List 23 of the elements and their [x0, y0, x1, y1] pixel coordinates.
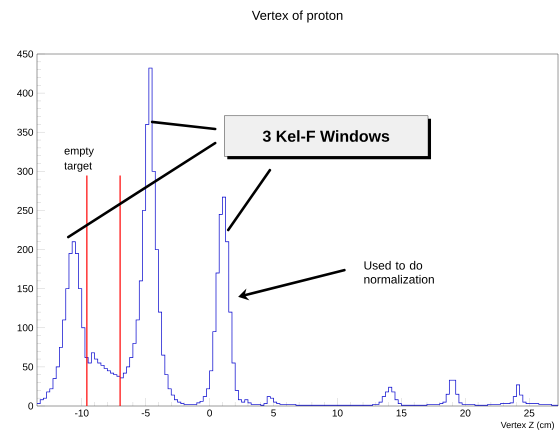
chart-title: Vertex of proton [252, 10, 342, 23]
x-tick-label: 0 [207, 410, 212, 417]
x-tick-label: -10 [74, 410, 89, 417]
annotation: Used to do normalization [364, 260, 434, 284]
y-tick-label: 0 [28, 402, 34, 410]
y-tick-label: 200 [17, 246, 34, 254]
y-tick-label: 300 [17, 168, 34, 175]
x-axis-title: Vertex Z (cm) [500, 422, 554, 430]
x-tick-label: -5 [142, 410, 150, 416]
annotation: 3 Kel-F Windows [262, 130, 390, 142]
y-tick-label: 250 [17, 206, 34, 214]
y-tick-label: 350 [17, 128, 34, 136]
x-tick-label: 10 [332, 410, 343, 417]
y-tick-label: 150 [18, 285, 34, 292]
y-tick-label: 400 [17, 90, 34, 97]
x-tick-label: 20 [460, 410, 470, 417]
x-tick-label: 25 [524, 410, 534, 417]
y-tick-label: 50 [22, 363, 34, 370]
y-tick-label: 100 [18, 324, 34, 332]
annotation: empty target [64, 147, 94, 172]
x-tick-label: 15 [396, 410, 407, 416]
x-tick-label: 5 [271, 410, 276, 416]
y-tick-label: 450 [17, 50, 34, 58]
